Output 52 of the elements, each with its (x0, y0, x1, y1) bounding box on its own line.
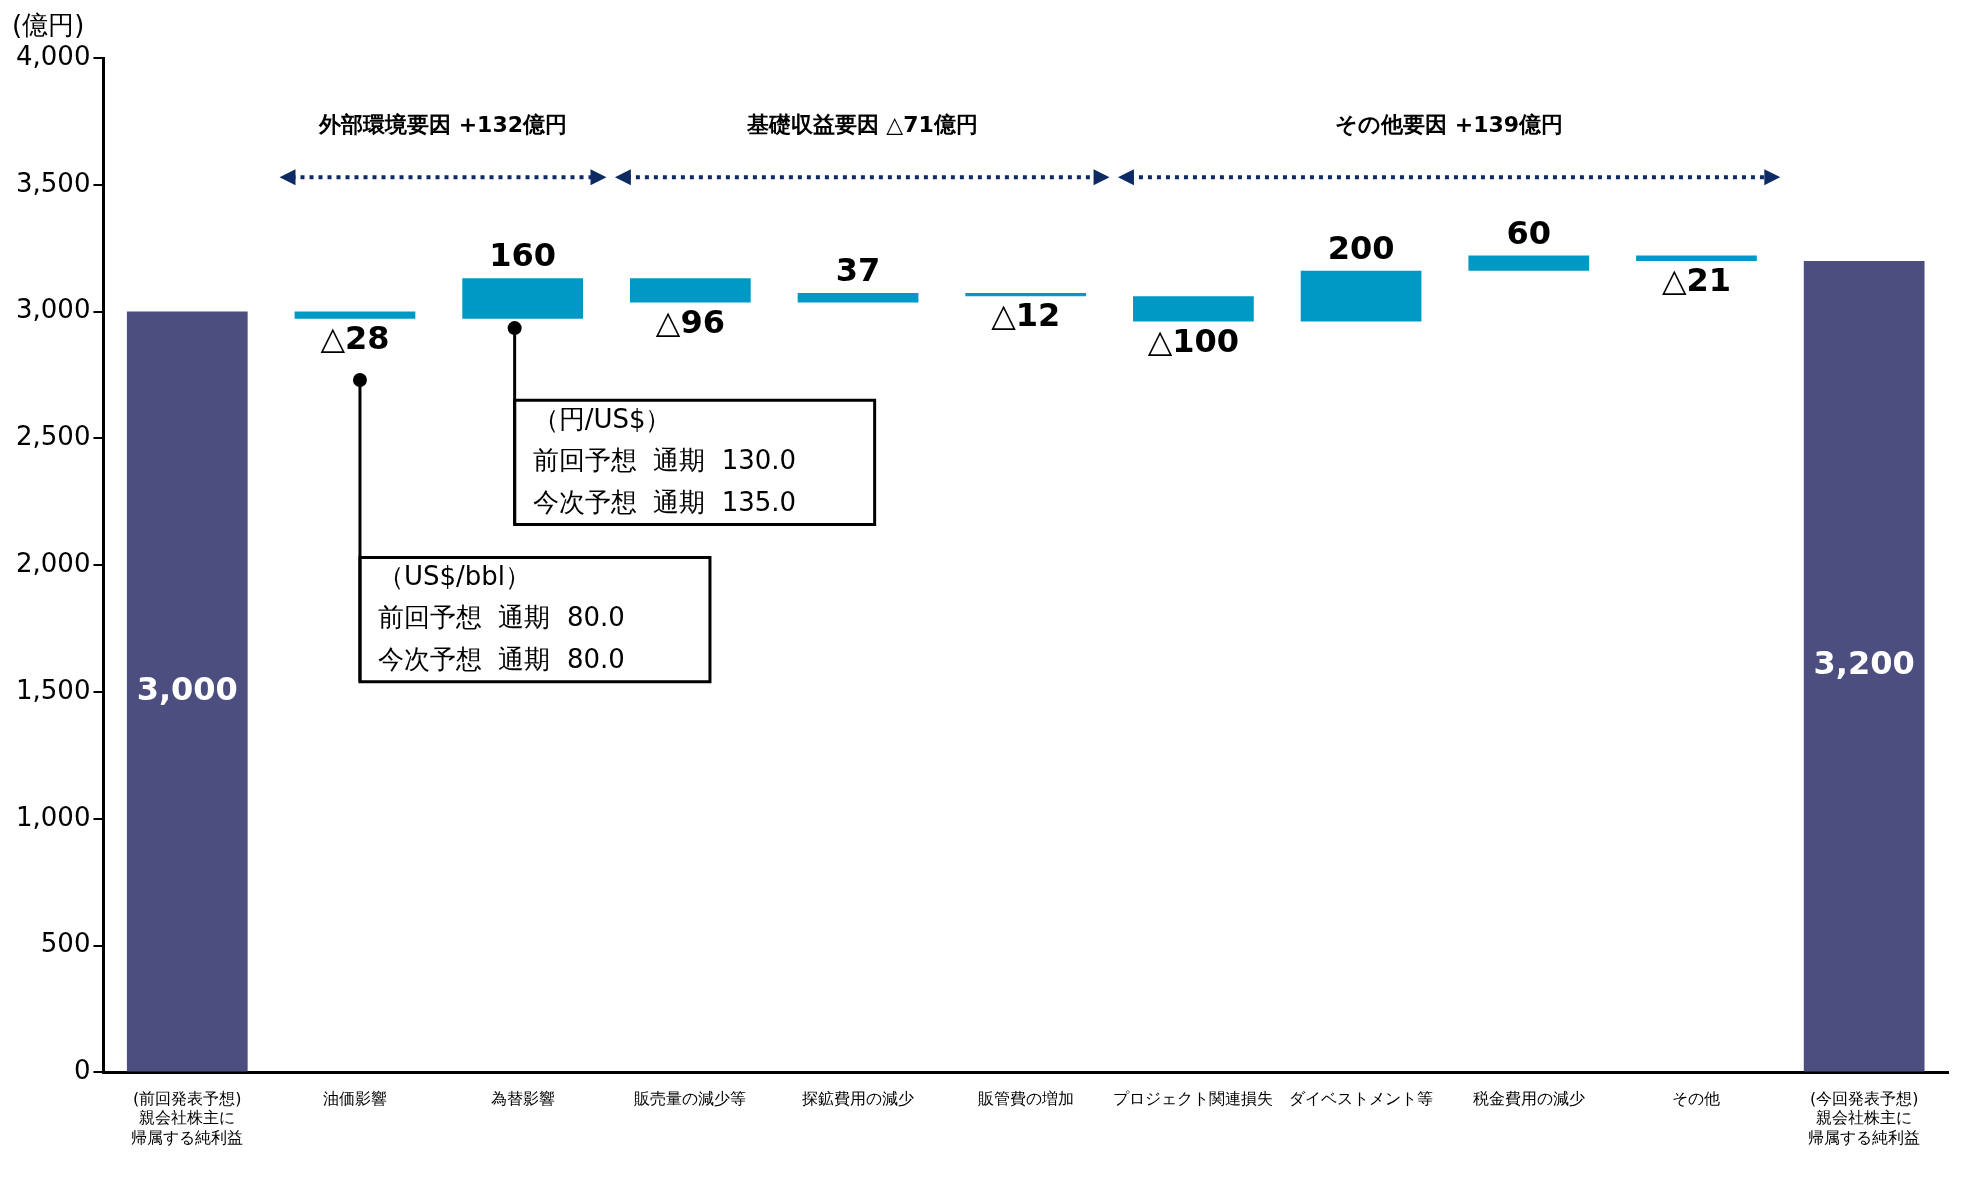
y-tick-label: 500 (40, 928, 91, 959)
data-label: 3,200 (1813, 644, 1915, 683)
data-label: △28 (320, 319, 390, 358)
bar (1133, 296, 1254, 322)
annotation: （円/US$） (532, 403, 672, 434)
x-tick-label: ダイベストメント等 (1289, 1089, 1434, 1109)
data-label: 37 (835, 251, 881, 290)
x-tick-label: 販管費の増加 (977, 1089, 1074, 1109)
data-label: △21 (1661, 261, 1732, 300)
y-axis-title: (億円) (12, 9, 85, 40)
y-tick-label: 4,000 (16, 40, 91, 71)
bar (1803, 260, 1925, 1072)
x-tick-label: 油価影響 (322, 1089, 387, 1109)
y-tick-label: 0 (73, 1055, 91, 1086)
y-tick-label: 2,000 (16, 547, 91, 578)
bar (294, 311, 416, 319)
x-tick-label: (前回発表予想)親会社株主に帰属する純利益 (131, 1089, 244, 1147)
data-label: 200 (1327, 229, 1395, 268)
annotation: 前回予想 通期 80.0 (377, 602, 625, 633)
x-tick-label: (今回発表予想)親会社株主に帰属する純利益 (1808, 1089, 1921, 1147)
annotation: 今次予想 通期 80.0 (377, 643, 625, 674)
annotation: その他要因 +139億円 (1335, 112, 1564, 138)
data-label: 60 (1506, 213, 1552, 252)
y-tick-label: 2,500 (16, 421, 91, 452)
y-tick-label: 3,000 (16, 294, 91, 325)
x-tick-label: 税金費用の減少 (1472, 1089, 1585, 1109)
x-tick-label: 販売量の減少等 (634, 1089, 747, 1109)
x-tick-label: プロジェクト関連損失 (1113, 1089, 1274, 1109)
x-tick-label: その他 (1672, 1089, 1721, 1109)
data-label: 160 (489, 236, 557, 275)
bar (797, 293, 919, 303)
y-tick-label: 1,500 (16, 674, 91, 705)
annotation: （US$/bbl） (377, 561, 532, 592)
bar (629, 278, 751, 303)
data-label: 3,000 (136, 669, 238, 708)
bar (965, 293, 1087, 297)
bar (1468, 255, 1590, 271)
annotation: 外部環境要因 +132億円 (317, 112, 568, 138)
data-label: △12 (991, 296, 1061, 335)
bar (126, 311, 248, 1072)
bar (1636, 255, 1757, 261)
data-label: △100 (1147, 321, 1240, 360)
data-label: △96 (655, 302, 725, 341)
annotation: 前回予想 通期 130.0 (532, 445, 797, 476)
y-tick-label: 1,000 (16, 801, 91, 832)
annotation: 今次予想 通期 135.0 (532, 486, 797, 517)
y-tick-label: 3,500 (16, 167, 91, 198)
bar (1300, 270, 1422, 322)
bar (462, 278, 584, 319)
x-tick-label: 為替影響 (490, 1089, 555, 1109)
x-tick-label: 探鉱費用の減少 (802, 1089, 915, 1109)
annotation: 基礎収益要因 △71億円 (745, 112, 978, 138)
